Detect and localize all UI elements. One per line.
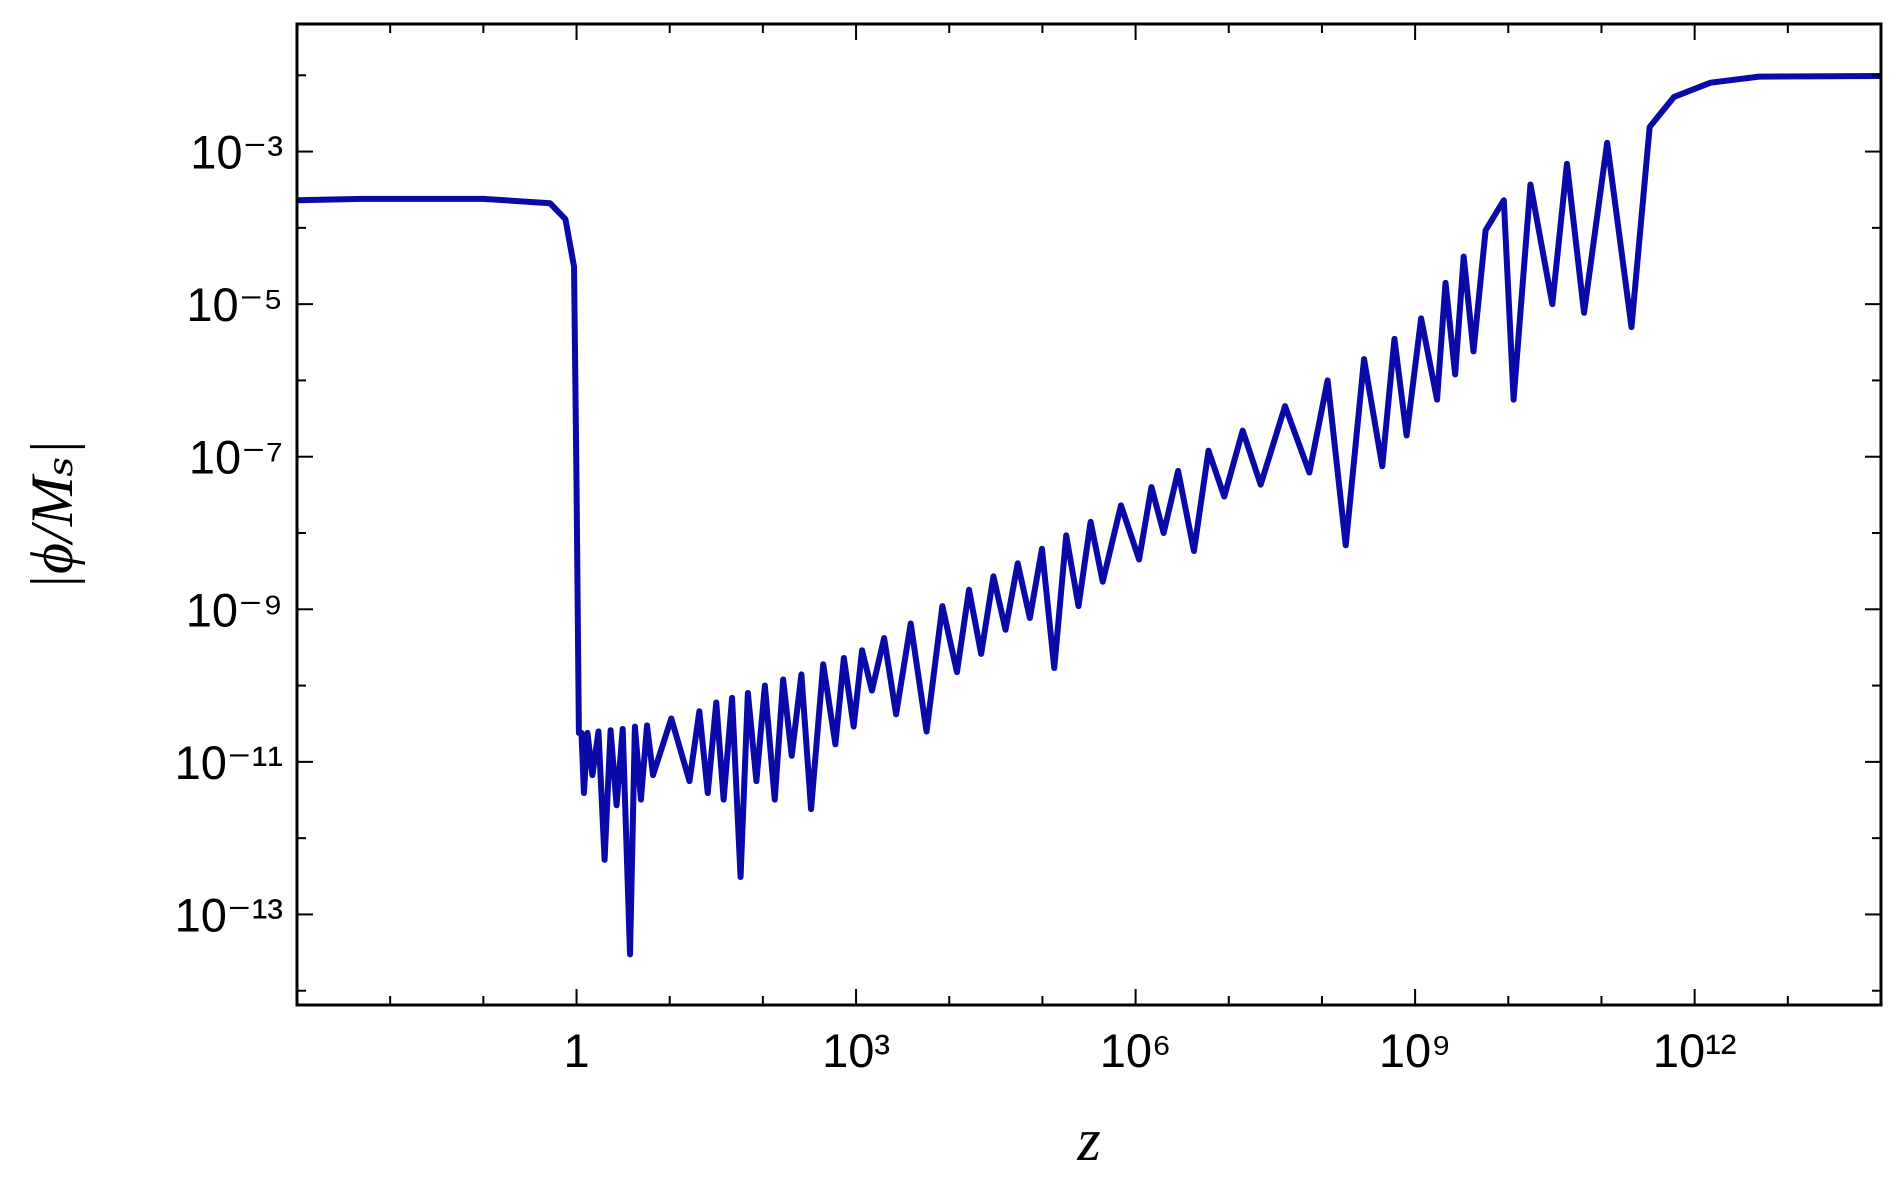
x-tick-label: 10¹² bbox=[1653, 1024, 1737, 1077]
y-tick-label: 10⁻¹³ bbox=[175, 888, 283, 941]
y-tick-label: 10⁻⁷ bbox=[189, 431, 283, 484]
x-tick-label: 10⁶ bbox=[1100, 1024, 1172, 1077]
x-axis-label: z bbox=[1076, 1107, 1100, 1173]
y-tick-label: 10⁻⁹ bbox=[186, 583, 283, 636]
y-tick-label: 10⁻³ bbox=[190, 126, 283, 179]
x-tick-label: 1 bbox=[563, 1024, 589, 1077]
y-tick-label: 10⁻¹¹ bbox=[175, 736, 283, 789]
x-tick-label: 10³ bbox=[822, 1024, 890, 1077]
y-axis-label: |ϕ/Mₛ| bbox=[19, 440, 85, 591]
data-line bbox=[296, 72, 1882, 958]
plot-frame bbox=[295, 22, 1883, 1007]
y-tick-label: 10⁻⁵ bbox=[186, 278, 283, 331]
x-tick-label: 10⁹ bbox=[1379, 1024, 1451, 1077]
